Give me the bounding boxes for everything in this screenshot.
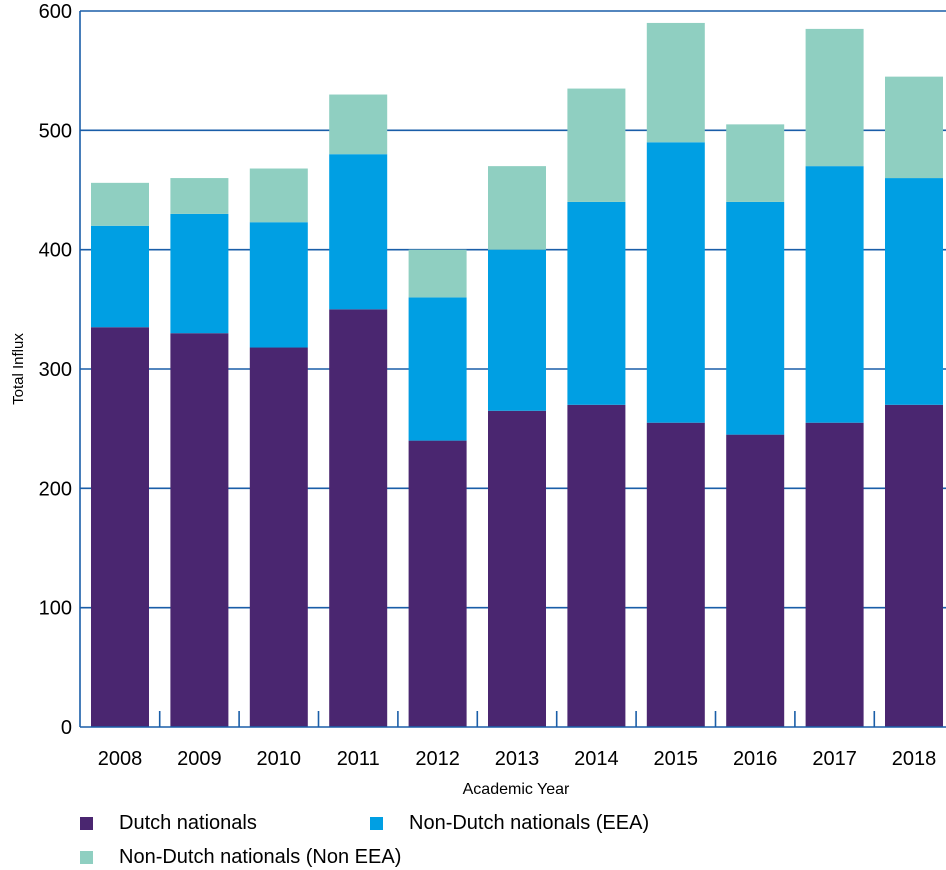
legend-item-eea: Non-Dutch nationals (EEA) [370, 812, 649, 835]
legend-swatch-eea [370, 817, 383, 830]
bar-2008-series-2 [91, 182, 149, 226]
legend-label-non-eea: Non-Dutch nationals (Non EEA) [119, 846, 402, 868]
x-tick-label-2010: 2010 [257, 748, 302, 770]
bar-2017-series-2 [805, 28, 864, 167]
legend-item-dutch: Dutch nationals [80, 812, 257, 835]
legend-swatch-non-eea [80, 851, 93, 864]
legend-swatch-dutch [80, 817, 93, 830]
bar-2012-series-0 [408, 440, 467, 727]
y-tick-label-500: 500 [39, 120, 72, 142]
x-axis-label: Academic Year [463, 781, 570, 798]
legend-label-dutch: Dutch nationals [119, 812, 257, 834]
bar-2014-series-0 [567, 404, 626, 727]
bar-2012-series-1 [408, 297, 467, 441]
bar-2014-series-2 [567, 88, 626, 202]
x-tick-label-2009: 2009 [177, 748, 222, 770]
x-tick-label-2016: 2016 [733, 748, 778, 770]
y-tick-label-200: 200 [39, 478, 72, 500]
bar-2016-series-2 [726, 124, 785, 202]
y-tick-label-0: 0 [61, 717, 72, 739]
x-tick-label-2012: 2012 [415, 748, 460, 770]
bar-2016-series-1 [726, 201, 785, 435]
bar-2011-series-0 [329, 309, 388, 727]
bar-2010-series-0 [249, 347, 308, 727]
x-tick-label-2018: 2018 [892, 748, 937, 770]
x-tick-label-2017: 2017 [812, 748, 857, 770]
bar-2015-series-2 [646, 22, 705, 143]
bar-2015-series-1 [646, 142, 705, 423]
x-tick-label-2015: 2015 [654, 748, 699, 770]
x-tick-label-2011: 2011 [337, 748, 380, 770]
bar-2010-series-2 [249, 168, 308, 223]
bar-2009-series-0 [170, 333, 229, 727]
y-tick-label-100: 100 [39, 598, 72, 620]
bar-2008-series-1 [91, 225, 149, 328]
bar-2018-series-0 [885, 404, 943, 727]
stacked-bar-chart: 0 100 200 300 400 500 600 2008 2009 2010 2011 2012 2… [10, 1, 946, 798]
x-tick-label-2008: 2008 [98, 748, 143, 770]
bar-2012-series-2 [408, 249, 467, 298]
bar-2009-series-2 [170, 178, 229, 214]
x-tick-label-2013: 2013 [495, 748, 540, 770]
tick-labels: 0 100 200 300 400 500 600 2008 2009 2010 2011 2012 2… [39, 1, 937, 770]
bar-2011-series-1 [329, 154, 388, 310]
bar-2009-series-1 [170, 213, 229, 334]
bar-2017-series-0 [805, 422, 864, 727]
axes [79, 11, 946, 728]
bar-2011-series-2 [329, 94, 388, 155]
bar-2014-series-1 [567, 201, 626, 405]
bar-2018-series-2 [885, 76, 943, 179]
bar-2010-series-1 [249, 222, 308, 348]
bar-2013-series-2 [488, 166, 546, 250]
x-tick-label-2014: 2014 [574, 748, 619, 770]
bar-2008-series-0 [91, 327, 149, 727]
bar-2013-series-1 [488, 249, 546, 411]
bar-2015-series-0 [646, 422, 705, 727]
y-axis-label: Total Influx [10, 333, 27, 405]
y-tick-label-300: 300 [39, 359, 72, 381]
bar-2016-series-0 [726, 434, 785, 727]
bar-2017-series-1 [805, 166, 864, 423]
bar-2013-series-0 [488, 410, 546, 727]
bars [91, 22, 943, 727]
legend-label-eea: Non-Dutch nationals (EEA) [409, 812, 650, 834]
bar-2018-series-1 [885, 178, 943, 405]
legend: Dutch nationals Non-Dutch nationals (EEA… [80, 812, 780, 870]
y-tick-label-600: 600 [39, 1, 72, 23]
y-tick-label-400: 400 [39, 240, 72, 262]
legend-item-non-eea: Non-Dutch nationals (Non EEA) [80, 846, 401, 869]
